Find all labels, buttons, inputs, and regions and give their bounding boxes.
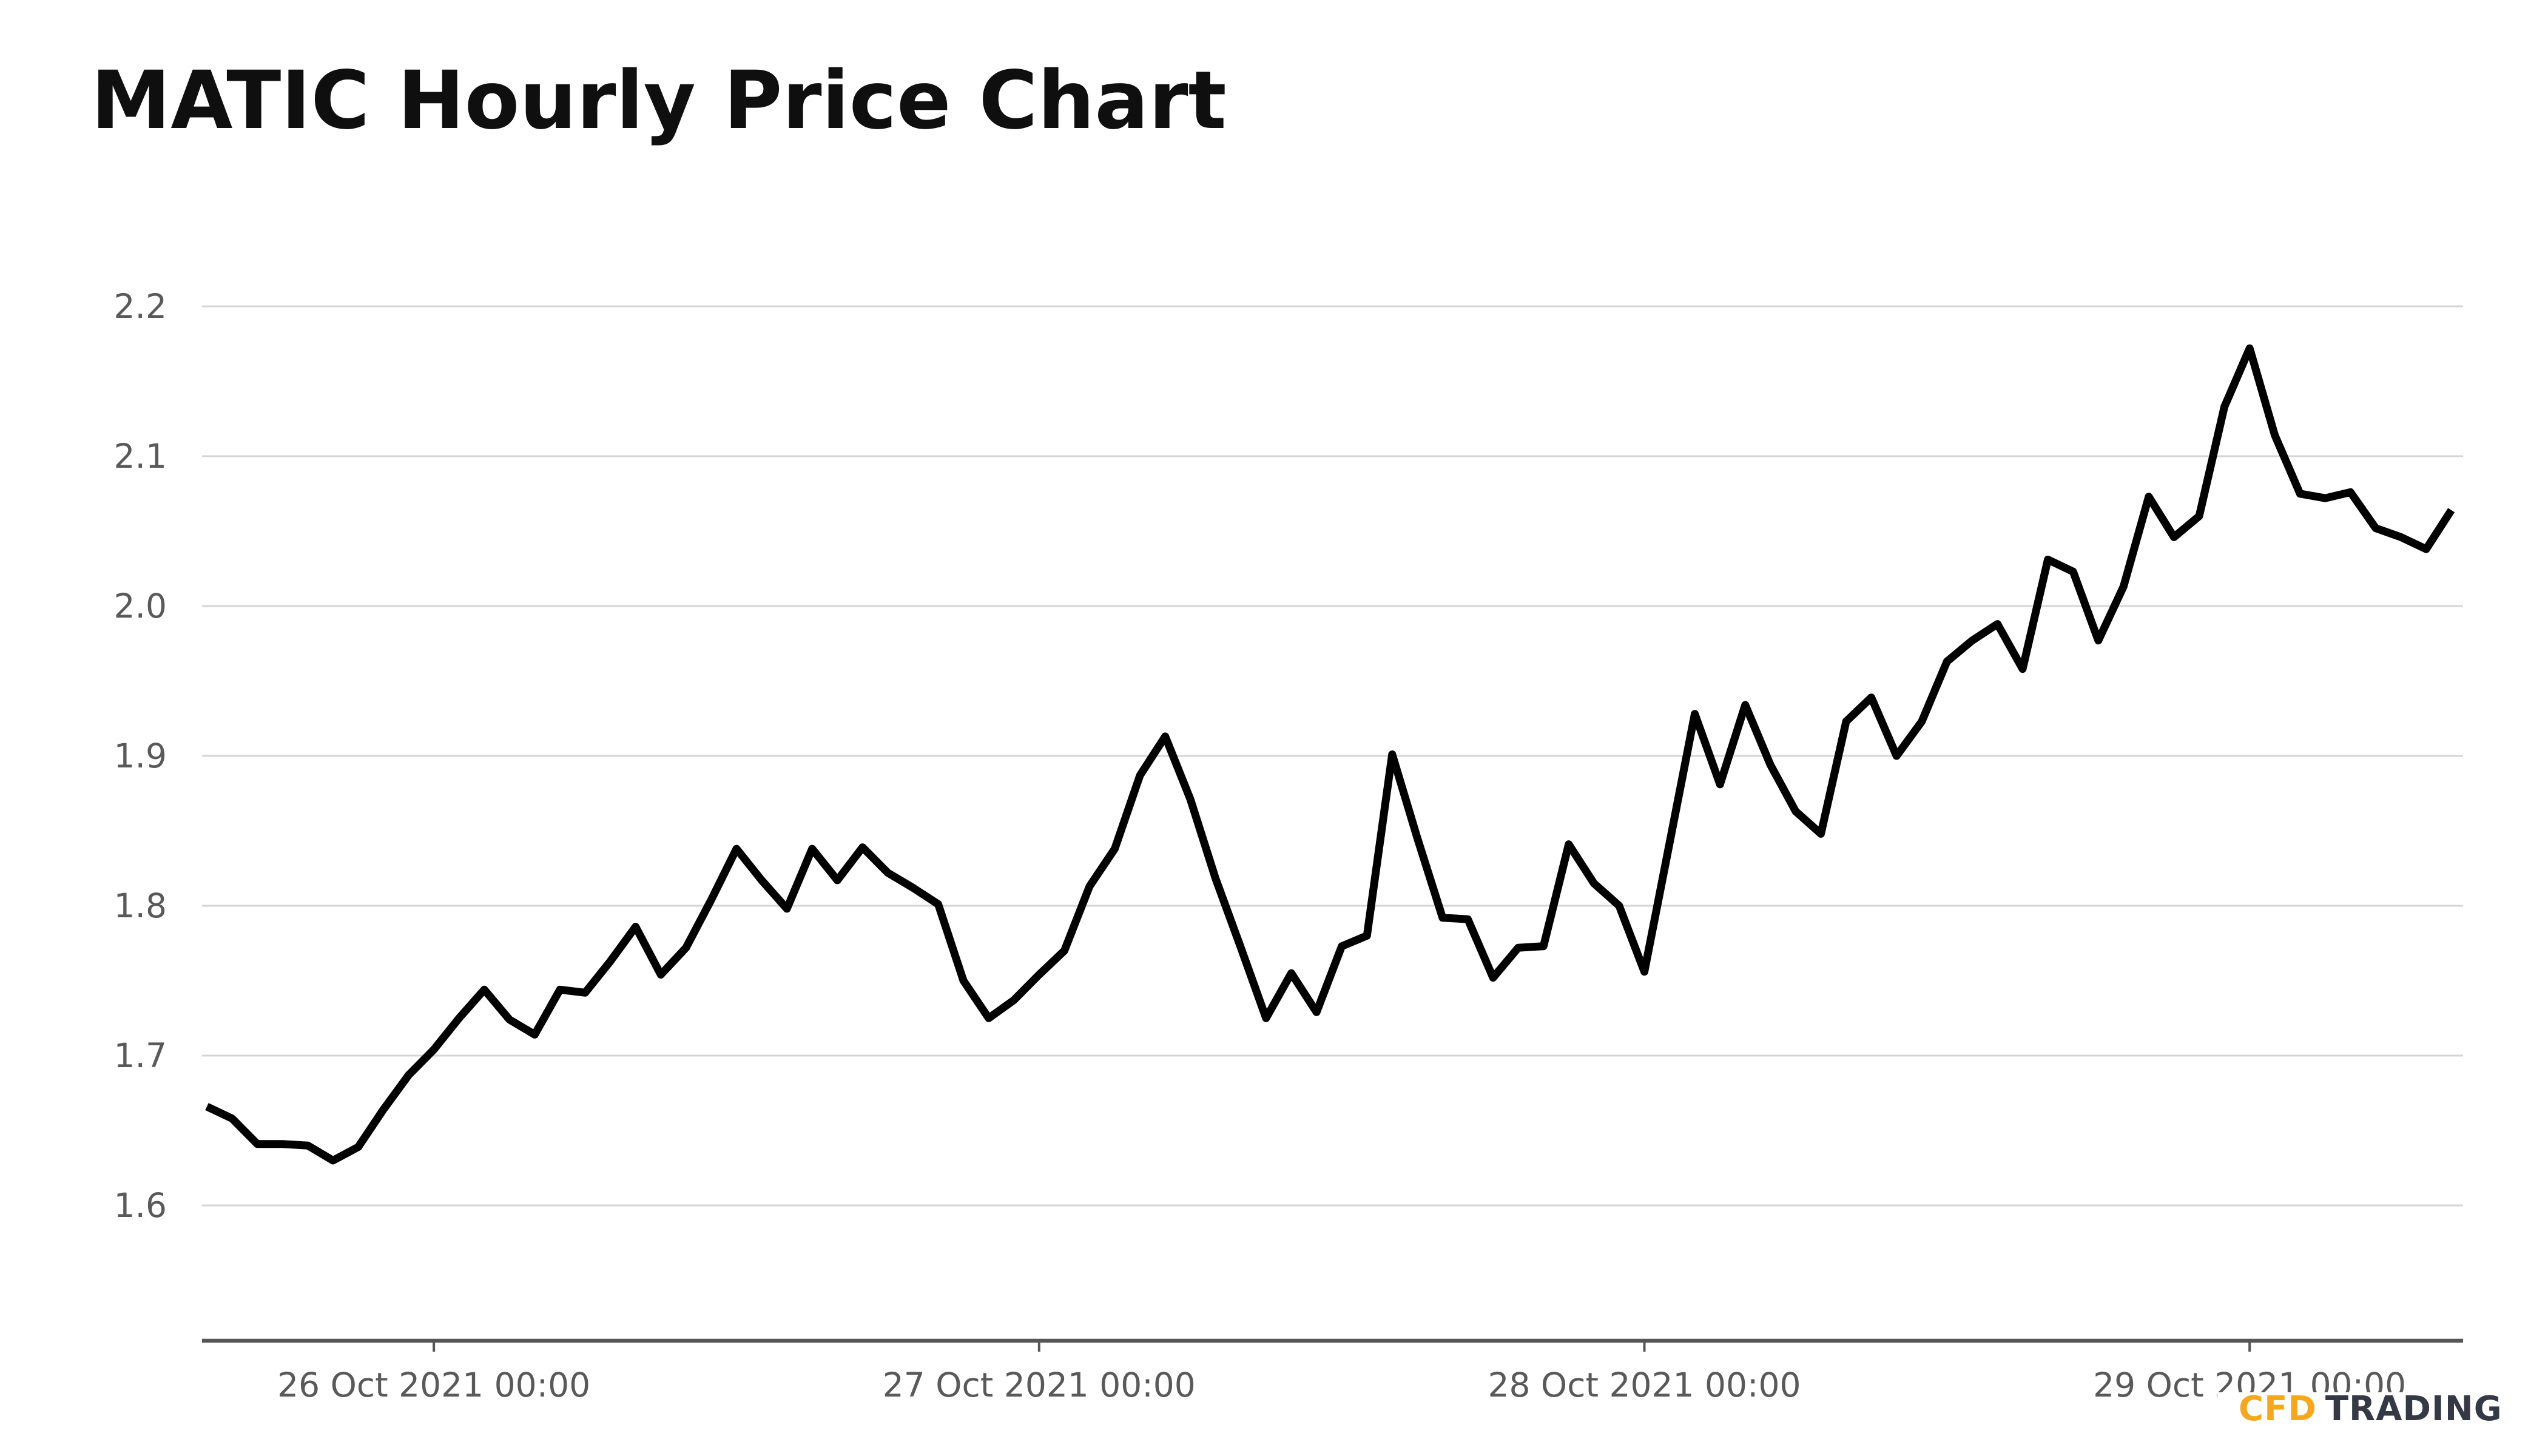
y-tick-label-2.2: 2.2	[113, 286, 167, 326]
y-tick-label-2.0: 2.0	[113, 586, 167, 625]
watermark-logo: CFD TRADING	[2217, 1392, 2548, 1456]
y-tick-label-1.9: 1.9	[113, 736, 167, 775]
y-tick-label-1.8: 1.8	[113, 886, 167, 925]
x-tick-label: 27 Oct 2021 00:00	[882, 1366, 1196, 1404]
logo-trading: TRADING	[2325, 1389, 2502, 1429]
x-tick-label: 28 Oct 2021 00:00	[1488, 1366, 1801, 1404]
gridlines	[202, 305, 2463, 1207]
y-tick-label-1.6: 1.6	[113, 1185, 167, 1225]
x-axis	[202, 1338, 2463, 1352]
y-tick-label-2.1: 2.1	[113, 436, 167, 476]
price-line-series	[205, 344, 2455, 1165]
price-line	[205, 344, 2455, 1165]
chart-title: MATIC Hourly Price Chart	[91, 54, 1227, 147]
logo-cfd: CFD	[2239, 1389, 2317, 1429]
logo-text: CFD TRADING	[2239, 1392, 2502, 1426]
y-tick-label-1.7: 1.7	[113, 1036, 167, 1075]
x-tick-label: 26 Oct 2021 00:00	[277, 1366, 591, 1404]
